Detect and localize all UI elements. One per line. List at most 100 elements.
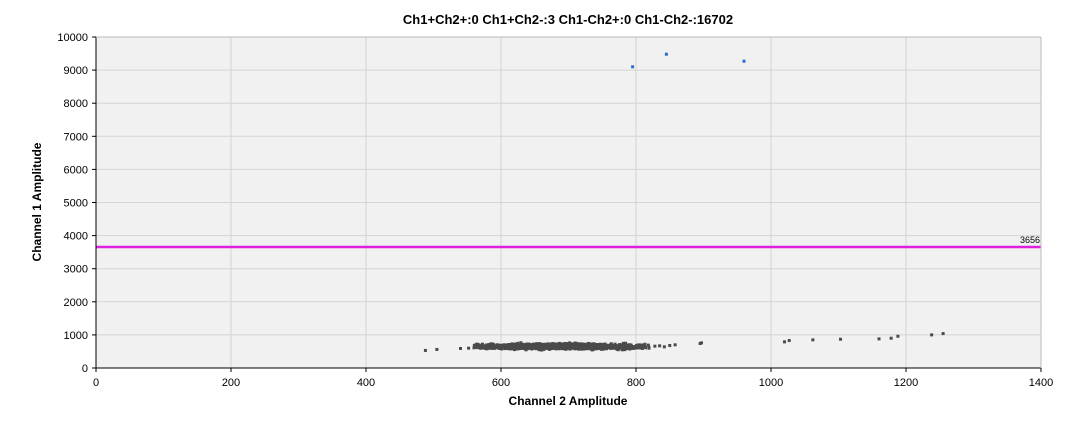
droplet-point	[515, 347, 519, 351]
droplet-point	[930, 333, 934, 337]
droplet-point	[613, 343, 617, 347]
droplet-point	[602, 345, 606, 349]
droplet-point	[480, 346, 484, 350]
droplet-point	[896, 334, 900, 338]
droplet-point	[614, 347, 618, 351]
droplet-point	[620, 344, 624, 348]
droplet-point	[542, 347, 546, 351]
droplet-point	[536, 344, 540, 348]
droplet-point	[535, 342, 539, 346]
droplet-point	[479, 344, 483, 348]
droplet-point	[653, 344, 657, 348]
droplet-point	[551, 346, 555, 350]
droplet-point	[631, 65, 635, 69]
droplet-point	[525, 342, 529, 346]
x-axis-label: Channel 2 Amplitude	[509, 394, 628, 408]
droplet-point	[491, 344, 495, 348]
droplet-point	[529, 346, 533, 350]
droplet-point	[554, 344, 558, 348]
droplet-point	[573, 344, 577, 348]
droplet-point	[556, 345, 560, 349]
y-tick-label: 5000	[64, 198, 88, 210]
droplet-point	[622, 344, 626, 348]
droplet-point	[580, 342, 584, 346]
droplet-point	[476, 344, 480, 348]
y-tick-labels: 0 1000 2000 3000 4000 5000 6000 7000 8000 9000 100…	[57, 32, 88, 375]
droplet-point	[473, 343, 477, 347]
droplet-point	[557, 346, 561, 350]
droplet-point	[578, 347, 582, 351]
droplet-point	[643, 344, 647, 348]
droplet-point	[624, 341, 628, 345]
droplet-point	[576, 343, 580, 347]
y-tick-label: 4000	[64, 231, 88, 243]
droplet-point	[889, 336, 893, 340]
droplet-point	[472, 346, 476, 350]
droplet-point	[547, 344, 551, 348]
droplet-point	[423, 348, 427, 352]
droplet-point	[664, 52, 668, 56]
droplet-point	[520, 346, 524, 350]
droplet-point	[742, 59, 746, 63]
droplet-point	[499, 344, 503, 348]
droplet-point	[534, 346, 538, 350]
droplet-point	[618, 343, 622, 347]
y-tick-label: 8000	[64, 98, 88, 110]
droplet-point	[629, 343, 633, 347]
grid-lines	[96, 37, 1041, 368]
droplet-point	[483, 344, 487, 348]
droplet-point	[617, 346, 621, 350]
droplet-point	[497, 344, 501, 348]
droplet-point	[604, 347, 608, 351]
positive-droplets	[631, 52, 746, 69]
droplet-point	[516, 344, 520, 348]
droplet-point	[589, 343, 593, 347]
droplet-point	[548, 343, 552, 347]
droplet-point	[627, 343, 631, 347]
droplet-point	[485, 344, 489, 348]
droplet-point	[481, 342, 485, 346]
droplet-point	[783, 340, 786, 344]
y-tick-label: 7000	[64, 131, 88, 143]
x-tick-label: 800	[627, 377, 645, 389]
y-tick-label: 6000	[64, 164, 88, 176]
droplet-point	[582, 344, 586, 348]
negative-droplets	[423, 332, 945, 352]
droplet-point	[487, 343, 491, 347]
droplet-point	[591, 346, 595, 350]
droplet-point	[502, 345, 506, 349]
droplet-point	[507, 345, 511, 349]
droplet-point	[489, 342, 493, 346]
y-tick-label: 0	[82, 363, 88, 375]
droplet-point	[522, 343, 526, 347]
droplet-point	[524, 344, 528, 348]
droplet-point	[941, 332, 945, 336]
droplet-point	[459, 346, 462, 350]
droplet-point	[493, 346, 497, 350]
droplet-point	[595, 345, 599, 349]
droplet-point	[567, 346, 571, 350]
y-tick-label: 3000	[64, 264, 88, 276]
droplet-point	[497, 346, 501, 350]
droplet-point	[435, 347, 439, 351]
droplet-point	[602, 347, 606, 351]
droplet-point	[546, 347, 550, 351]
droplet-point	[639, 344, 643, 348]
droplet-point	[787, 339, 791, 343]
x-tick-label: 1200	[894, 377, 918, 389]
droplet-point	[609, 344, 613, 348]
droplet-point	[605, 343, 609, 347]
droplet-point	[605, 345, 609, 349]
x-tick-labels: 0 200 400 600 800 1000 1200 1400	[93, 377, 1053, 389]
droplet-point	[590, 346, 594, 350]
droplet-point	[562, 342, 566, 346]
droplet-point	[510, 342, 514, 346]
droplet-point	[467, 346, 471, 350]
droplet-point	[611, 346, 615, 350]
droplet-point	[478, 346, 482, 350]
droplet-point	[622, 346, 626, 350]
threshold-group: 3656	[96, 235, 1041, 249]
droplet-point	[600, 344, 604, 348]
droplet-point	[551, 344, 555, 348]
droplet-point	[580, 345, 584, 349]
